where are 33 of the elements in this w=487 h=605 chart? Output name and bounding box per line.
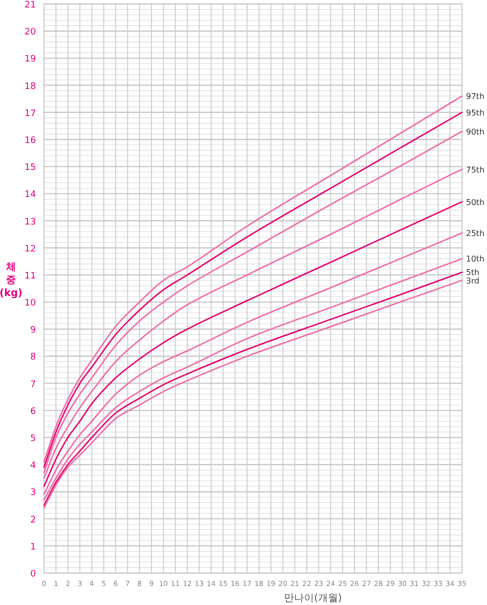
series-label: 3rd [466,276,480,286]
y-tick-label: 12 [24,244,36,254]
y-tick-label: 5 [30,434,36,444]
y-tick-label: 13 [24,217,36,228]
y-tick-label: 4 [30,461,36,472]
y-tick-label: 9 [30,326,36,336]
y-tick-label: 3 [30,488,36,498]
y-tick-label: 15 [24,163,36,174]
y-axis-title: 체 중 (kg) [0,262,22,299]
y-tick-label: 6 [30,406,36,417]
y-tick-label: 18 [24,82,36,92]
series-label: 50th [466,198,484,207]
y-tick-label: 14 [24,190,36,200]
y-tick-label: 1 [30,542,36,552]
series-label: 90th [466,127,484,136]
series-label: 75th [466,165,484,174]
y-tick-label: 0 [30,570,36,580]
y-tick-label: 19 [24,54,36,65]
y-tick-label: 2 [30,515,36,526]
series-label: 5th [466,268,480,278]
y-tick-label: 7 [30,380,36,390]
series-label: 97th [466,92,484,102]
y-tick-label: 8 [30,352,36,363]
series-label: 95th [466,108,484,118]
series-label: 25th [466,228,484,238]
x-axis-title: 만나이(개월) [284,593,342,604]
series-label: 10th [466,254,484,264]
y-tick-label: 21 [24,0,36,10]
y-tick-label: 10 [24,298,36,309]
y-tick-label: 16 [24,136,36,146]
y-tick-label: 17 [24,108,36,119]
y-tick-label: 20 [24,28,36,38]
y-tick-label: 11 [24,271,36,282]
